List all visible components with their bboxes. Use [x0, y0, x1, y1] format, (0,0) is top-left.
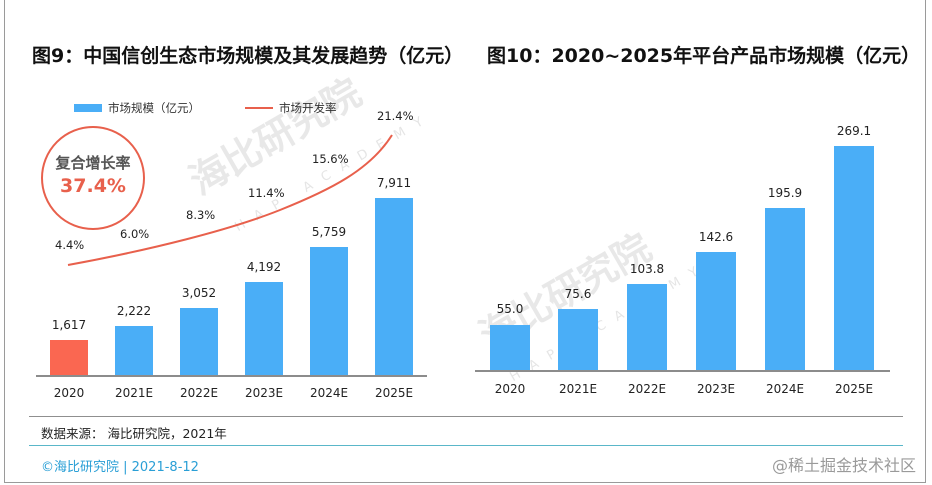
bar-value: 103.8 — [629, 262, 665, 276]
bar-2020 — [50, 340, 88, 375]
source-divider — [29, 416, 903, 417]
bar-value: 195.9 — [767, 186, 803, 200]
x-tick: 2022E — [627, 382, 667, 396]
rate-label: 8.3% — [186, 208, 216, 222]
bar-value: 2,222 — [116, 304, 152, 318]
bar-2021E — [558, 309, 598, 371]
bar-2025E — [375, 198, 413, 375]
bar-2024E — [765, 208, 805, 371]
bar-2023E — [696, 252, 736, 371]
figure-frame — [4, 0, 926, 483]
legend-line: 市场开发率 — [245, 100, 337, 116]
rate-label: 15.6% — [312, 152, 349, 166]
rate-label: 11.4% — [248, 186, 285, 200]
bar-value: 269.1 — [836, 124, 872, 138]
rate-label: 21.4% — [377, 109, 414, 123]
x-tick: 2023E — [244, 386, 284, 400]
right-x-axis — [475, 370, 890, 372]
bar-2023E — [245, 282, 283, 375]
data-source: 数据来源： 海比研究院，2021年 — [41, 426, 227, 441]
x-tick: 2024E — [765, 382, 805, 396]
legend-bar: 市场规模（亿元） — [74, 100, 200, 116]
legend-bar-label: 市场规模（亿元） — [108, 101, 200, 115]
cagr-badge: 复合增长率 37.4% — [41, 126, 145, 230]
cagr-label: 复合增长率 — [55, 154, 131, 172]
legend-line-swatch — [245, 107, 273, 109]
rate-label: 6.0% — [120, 227, 150, 241]
bar-2022E — [627, 284, 667, 371]
bar-2021E — [115, 326, 153, 375]
x-tick: 2020 — [53, 386, 85, 400]
x-tick: 2021E — [558, 382, 598, 396]
bar-2022E — [180, 308, 218, 375]
bar-value: 3,052 — [181, 286, 217, 300]
x-tick: 2020 — [494, 382, 526, 396]
bar-value: 1,617 — [51, 318, 87, 332]
bar-2024E — [310, 247, 348, 375]
legend-line-label: 市场开发率 — [279, 101, 337, 115]
footer-watermark: @稀土掘金技术社区 — [771, 456, 916, 475]
x-tick: 2025E — [834, 382, 874, 396]
x-tick: 2024E — [309, 386, 349, 400]
bar-value: 142.6 — [698, 230, 734, 244]
rate-label: 4.4% — [55, 238, 85, 252]
bar-value: 4,192 — [246, 260, 282, 274]
x-tick: 2023E — [696, 382, 736, 396]
bar-value: 7,911 — [376, 176, 412, 190]
right-chart-title: 图10：2020~2025年平台产品市场规模（亿元） — [487, 45, 921, 67]
x-tick: 2022E — [179, 386, 219, 400]
bar-value: 75.6 — [564, 287, 592, 301]
bar-value: 5,759 — [311, 225, 347, 239]
footer-copyright: ©海比研究院 | 2021-8-12 — [41, 460, 199, 475]
left-x-axis — [36, 375, 427, 377]
x-tick: 2025E — [374, 386, 414, 400]
x-tick: 2021E — [114, 386, 154, 400]
bar-2025E — [834, 146, 874, 371]
cagr-value: 37.4% — [60, 175, 126, 197]
legend-bar-swatch — [74, 104, 102, 112]
bar-2020 — [490, 325, 530, 371]
left-chart-title: 图9：中国信创生态市场规模及其发展趋势（亿元） — [32, 45, 464, 67]
footer-divider — [29, 445, 903, 446]
bar-value: 55.0 — [496, 302, 524, 316]
